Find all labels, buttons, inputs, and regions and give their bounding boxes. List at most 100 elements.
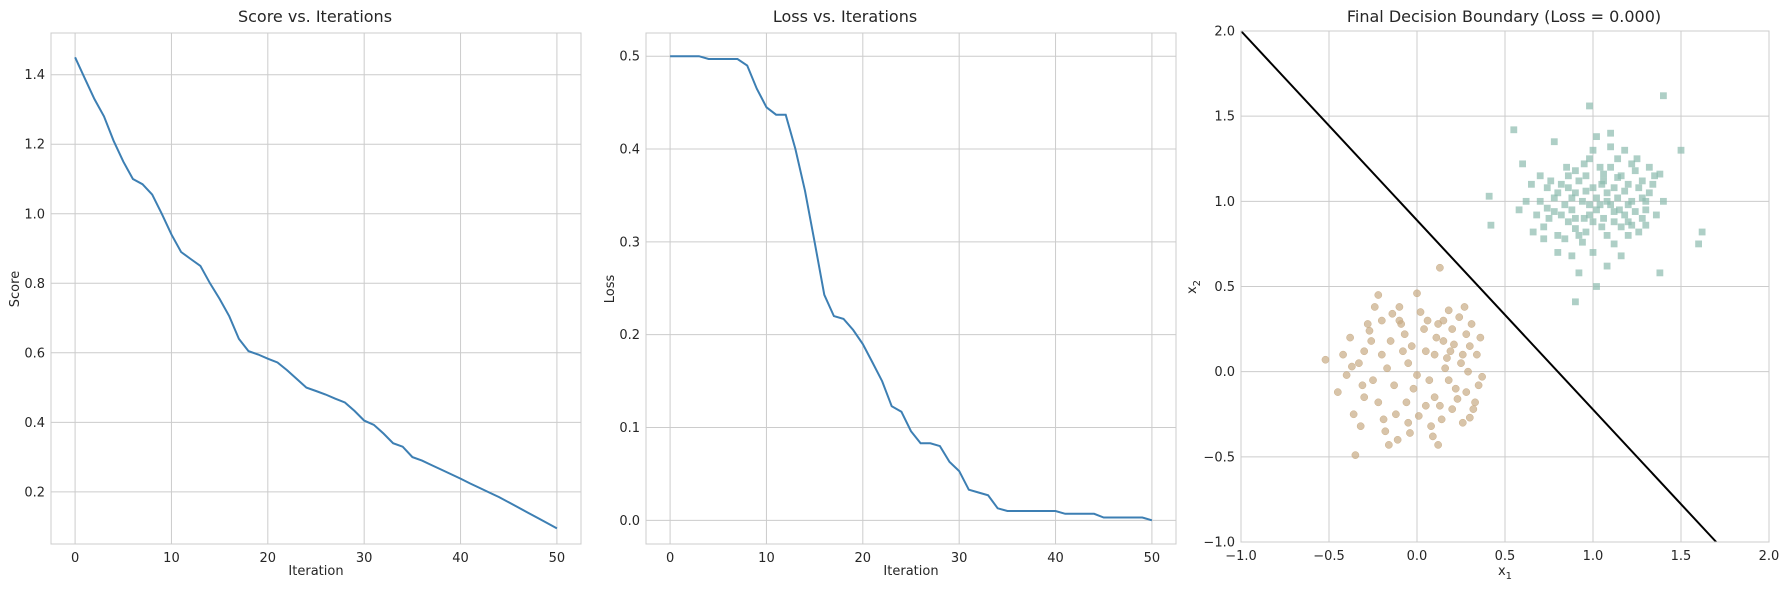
class-0-point (1469, 405, 1478, 413)
class-1-point (1635, 184, 1643, 192)
class-0-point (1458, 418, 1467, 427)
y-tick-label: 0.3 (619, 235, 640, 250)
class-1-point (1543, 204, 1551, 212)
score-chart-frame (50, 32, 582, 545)
class-0-point (1444, 376, 1453, 385)
class-0-point (1443, 354, 1451, 362)
class-0-point (1471, 398, 1479, 407)
class-0-point (1421, 347, 1430, 356)
boundary-xlabel-sub: 1 (1506, 571, 1512, 582)
class-0-point (1423, 316, 1432, 325)
class-1-point (1580, 160, 1588, 168)
class-1-point (1645, 163, 1653, 171)
y-tick-label: 0.6 (24, 346, 45, 361)
class-1-point (1589, 249, 1597, 256)
class-1-point (1638, 194, 1646, 202)
y-tick-label: 0.4 (619, 143, 640, 158)
class-1-point (1557, 180, 1565, 188)
class-1-point (1568, 252, 1576, 260)
y-tick-label: 1.2 (24, 138, 45, 153)
class-1-point (1572, 167, 1579, 175)
class-1-point (1624, 180, 1632, 188)
class-1-point (1603, 197, 1611, 205)
x-tick-label: 50 (549, 551, 566, 566)
class-1-point (1572, 298, 1579, 306)
class-1-point (1575, 177, 1583, 185)
class-1-point (1554, 249, 1562, 256)
class-0-point (1474, 381, 1483, 390)
class-0-point (1420, 325, 1428, 333)
class-0-point (1476, 333, 1485, 342)
class-1-point (1568, 206, 1576, 214)
class-0-point (1437, 415, 1446, 424)
class-0-point (1450, 340, 1458, 349)
score-chart-xlabel: Iteration (288, 564, 343, 579)
class-0-point (1453, 395, 1462, 403)
class-1-point (1610, 240, 1618, 248)
class-1-point (1616, 206, 1623, 214)
x-tick-label: 10 (758, 551, 775, 566)
class-1-point (1628, 197, 1636, 205)
x-tick-label: 20 (855, 551, 872, 566)
y-tick-label: 1.0 (1214, 195, 1235, 210)
class-1-point (1642, 206, 1650, 214)
class-0-point (1402, 398, 1411, 407)
class-0-point (1395, 303, 1404, 311)
class-0-point (1384, 441, 1393, 449)
class-0-point (1462, 330, 1471, 339)
boundary-chart-frame (1240, 30, 1770, 543)
class-1-point (1485, 192, 1493, 200)
class-0-point (1388, 309, 1397, 318)
class-1-point (1557, 211, 1565, 219)
class-1-point (1589, 146, 1597, 154)
class-1-point (1698, 228, 1706, 236)
class-0-point (1377, 316, 1386, 325)
class-1-point (1580, 214, 1588, 222)
class-0-point (1421, 401, 1430, 410)
class-1-point (1660, 197, 1667, 205)
class-0-point (1369, 376, 1377, 385)
class-0-point (1355, 359, 1363, 367)
boundary-ylabel-sub: 2 (1192, 280, 1203, 286)
class-0-point (1467, 320, 1476, 328)
x-tick-label: 10 (163, 551, 180, 566)
class-0-point (1439, 316, 1448, 325)
class-1-point (1617, 172, 1625, 180)
class-1-point (1649, 180, 1657, 188)
y-tick-label: 0.8 (24, 277, 45, 292)
class-0-point (1446, 347, 1455, 356)
y-tick-label: 0.1 (619, 421, 640, 436)
class-1-point (1550, 194, 1558, 202)
class-1-point (1614, 194, 1622, 202)
class-0-point (1358, 381, 1367, 390)
class-1-point (1614, 155, 1622, 163)
score-chart-panel: Score vs. Iterations 0 10 20 30 40 50 0.2 0.4 0.… (8, 7, 582, 579)
decision-boundary-line (1240, 30, 1717, 543)
class-0-point (1379, 415, 1388, 424)
class-1-point (1564, 218, 1572, 226)
class-0-point (1455, 313, 1464, 322)
class-1-point (1614, 174, 1622, 181)
x-tick-label: −1.0 (1225, 549, 1257, 564)
class-1-point (1607, 143, 1614, 151)
class-1-point (1519, 160, 1526, 168)
boundary-chart-title: Final Decision Boundary (Loss = 0.000) (1347, 7, 1661, 26)
class-1-point (1677, 146, 1685, 154)
class-0-point (1370, 303, 1379, 311)
class-1-point (1635, 228, 1643, 236)
class-1-point (1593, 133, 1600, 141)
class-0-point (1349, 410, 1358, 419)
class-0-point (1439, 337, 1448, 345)
score-chart-ticks: 0 10 20 30 40 50 0.2 0.4 0.6 0.8 1.0 1.2 1.4 (24, 68, 565, 566)
x-tick-label: 40 (1047, 551, 1064, 566)
class-1-point (1575, 232, 1583, 239)
class-1-point (1593, 283, 1600, 290)
class-1-point (1582, 228, 1590, 236)
class-1-point (1596, 201, 1604, 209)
class-0-point (1400, 330, 1409, 339)
boundary-chart-xlabel: x1 (1498, 564, 1512, 582)
class-0-point (1407, 342, 1416, 350)
class-1-point (1660, 92, 1667, 100)
class-0-point (1425, 376, 1434, 385)
class-0-point (1351, 451, 1360, 459)
